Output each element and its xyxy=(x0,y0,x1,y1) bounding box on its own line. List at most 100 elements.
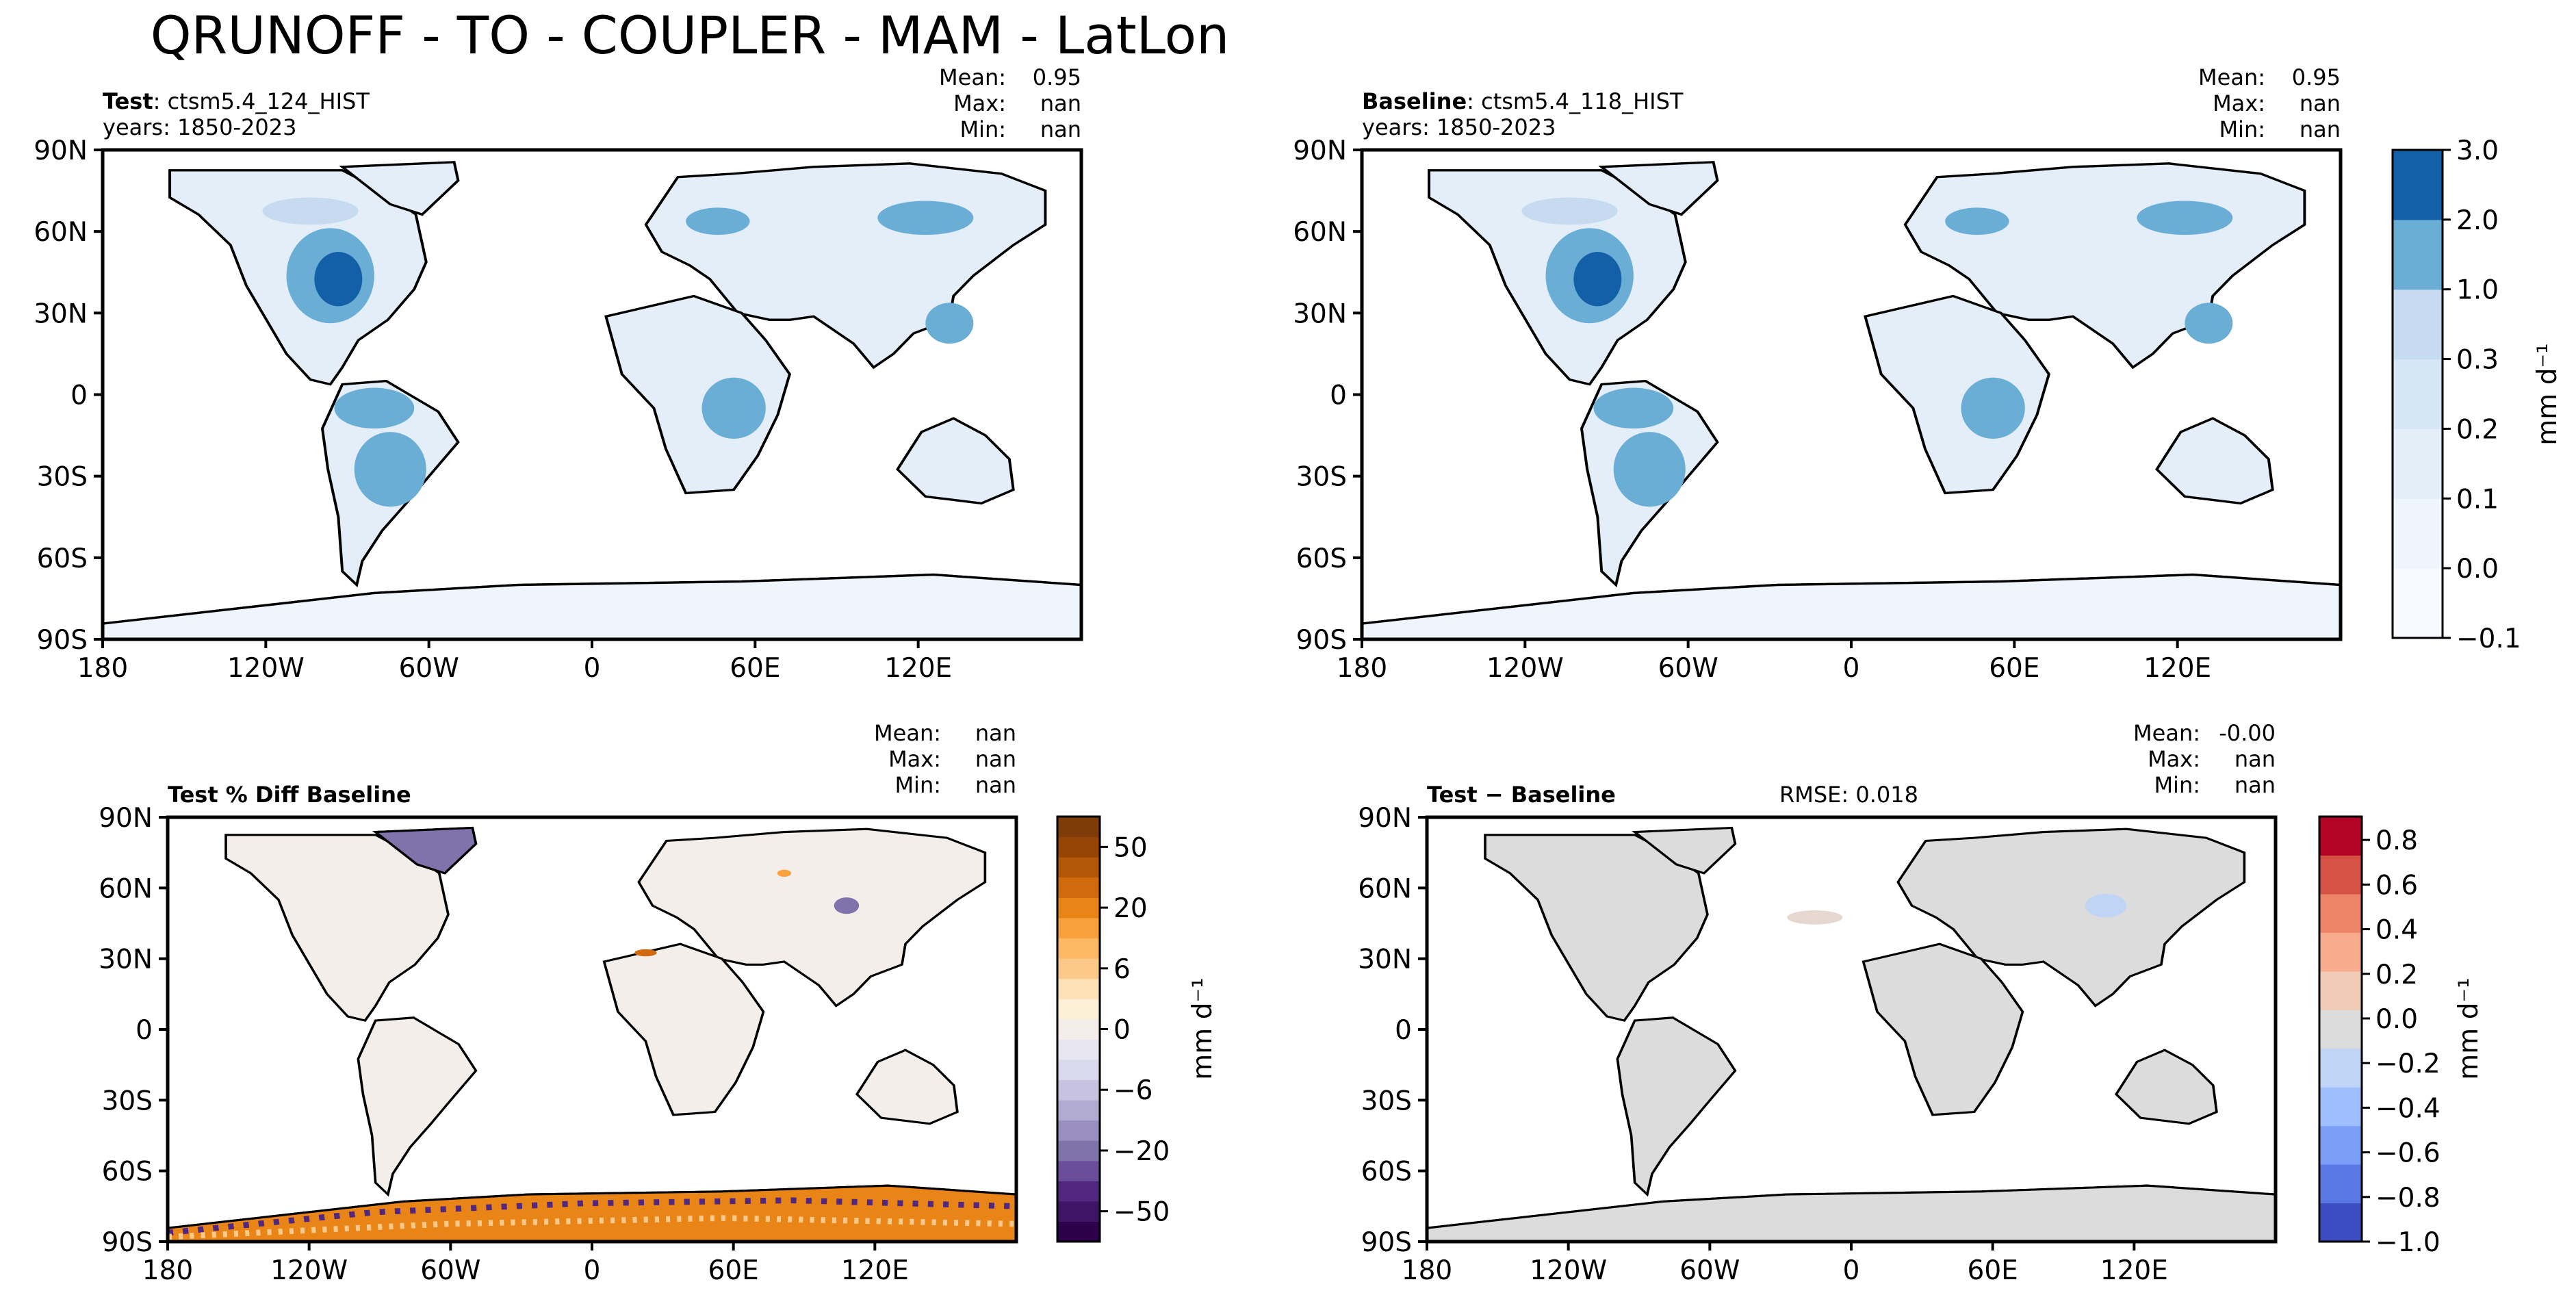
stat-min-label: Min: xyxy=(894,772,941,798)
panel-diff: 180 120W 60W 0 60E 120E 90N 60N 30N 0 30S 60S 90S T… xyxy=(1358,720,2278,1286)
panel-diff-rmse: RMSE: 0.018 xyxy=(1779,782,1918,808)
colorbar-swatch xyxy=(2319,1010,2362,1049)
svg-text:Test: ctsm5.4_124_HIST: Test: ctsm5.4_124_HIST xyxy=(103,88,370,114)
lon-tick-label: 0 xyxy=(584,1255,601,1286)
colorbar-tick-label: 0.3 xyxy=(2456,345,2499,376)
colorbar-swatch xyxy=(1057,1100,1100,1121)
stat-mean-label: Mean: xyxy=(939,64,1006,90)
colorbar-tick-label: 0 xyxy=(1113,1015,1131,1046)
stat-mean-value: 0.95 xyxy=(1033,64,1081,90)
colorbar-tick-label: 0.8 xyxy=(2375,825,2418,856)
colorbar-swatch xyxy=(1057,817,1100,838)
stat-min-value: nan xyxy=(2234,772,2276,798)
lat-tick-label: 60S xyxy=(102,1157,153,1188)
lon-tick-label: 60E xyxy=(708,1255,759,1286)
stat-min-label: Min: xyxy=(959,116,1006,142)
colorbar-tick-label: −6 xyxy=(1113,1075,1153,1106)
panel-pctdiff: 180 120W 60W 0 60E 120E 90N 60N 30N 0 30S 60S 90S T… xyxy=(99,720,1018,1286)
colorbar-swatch xyxy=(2393,498,2443,569)
stat-min-value: nan xyxy=(2300,116,2341,142)
stat-mean-value: 0.95 xyxy=(2292,64,2341,90)
colorbar-tick-label: 20 xyxy=(1113,893,1148,924)
stat-max-value: nan xyxy=(2300,90,2341,116)
colorbar-tick-label: 0.0 xyxy=(2375,1004,2418,1035)
colorbar-swatch xyxy=(2319,817,2362,856)
colorbar-swatch xyxy=(1057,999,1100,1020)
panel-test-name: Test xyxy=(103,88,153,114)
colorbar-tick-label: 0.4 xyxy=(2375,915,2418,946)
colorbar-tick-label: 0.2 xyxy=(2456,414,2499,445)
lon-tick-label: 180 xyxy=(77,653,128,684)
stat-max-value: nan xyxy=(2234,746,2276,772)
lon-tick-label: 120E xyxy=(2143,653,2211,684)
colorbar-frame xyxy=(2318,815,2363,1243)
stat-min-value: nan xyxy=(1040,116,1081,142)
stat-mean-label: Mean: xyxy=(2133,720,2200,746)
colorbar-tick-label: −0.4 xyxy=(2375,1093,2440,1124)
lat-tick-label: 60N xyxy=(34,217,88,248)
lat-tick-label: 60N xyxy=(1358,873,1412,904)
panel-baseline-name: Baseline xyxy=(1362,88,1467,114)
colorbar-tick-label: −50 xyxy=(1113,1197,1170,1228)
colorbar-swatch xyxy=(2319,855,2362,895)
figure-title: QRUNOFF - TO - COUPLER - MAM - LatLon xyxy=(151,5,1230,66)
colorbar-swatch xyxy=(2319,932,2362,972)
stat-min-label: Min: xyxy=(2219,116,2265,142)
lon-tick-label: 180 xyxy=(1402,1255,1452,1286)
stat-max-label: Max: xyxy=(2148,746,2200,772)
lat-tick-label: 90S xyxy=(102,1227,153,1258)
lon-tick-label: 0 xyxy=(1843,653,1860,684)
colorbar-tick-label: 6 xyxy=(1113,954,1131,985)
panel-baseline-case: : ctsm5.4_118_HIST xyxy=(1467,88,1684,114)
colorbar-tick-label: −1.0 xyxy=(2375,1227,2440,1258)
map-field xyxy=(1426,826,2277,1243)
stat-mean-value: nan xyxy=(975,720,1016,746)
colorbar-swatch xyxy=(1057,978,1100,999)
stat-max-value: nan xyxy=(975,746,1016,772)
lon-tick-label: 120E xyxy=(884,653,952,684)
colorbar-swatch xyxy=(1057,1120,1100,1141)
lon-tick-label: 60W xyxy=(420,1255,480,1286)
colorbar-frame xyxy=(2391,149,2444,639)
colorbar-swatch xyxy=(1057,1181,1100,1202)
panel-test: 180 120W 60W 0 60E 120E 90N 60N 30N 0 30S 60S 90S T… xyxy=(34,64,1083,684)
colorbar-swatch xyxy=(2393,219,2443,290)
colorbar-swatch xyxy=(2319,893,2362,933)
lat-tick-label: 30S xyxy=(1361,1086,1412,1116)
panel-pctdiff-name: Test % Diff Baseline xyxy=(168,782,411,808)
colorbar-swatch xyxy=(1057,1221,1100,1242)
stat-min-label: Min: xyxy=(2154,772,2200,798)
lon-tick-label: 0 xyxy=(584,653,601,684)
panel-diff-name: Test − Baseline xyxy=(1427,782,1616,808)
colorbar-swatch xyxy=(1057,1201,1100,1222)
colorbar-tick-label: −0.2 xyxy=(2375,1049,2440,1079)
lat-tick-label: 0 xyxy=(1395,1015,1412,1046)
colorbar-tick-label: −0.1 xyxy=(2456,624,2521,654)
panel-baseline: 180 120W 60W 0 60E 120E 90N 60N 30N 0 30S 60S 90S B… xyxy=(1293,64,2343,684)
colorbar-runoff: 3.0 2.0 1.0 0.3 0.2 0.1 0.0 −0.1 mm d⁻¹ xyxy=(2391,136,2563,654)
lon-tick-label: 120W xyxy=(1486,653,1564,684)
lat-tick-label: 30N xyxy=(1293,298,1347,329)
colorbar-units-label: mm d⁻¹ xyxy=(1187,977,1218,1079)
stat-max-value: nan xyxy=(1040,90,1081,116)
colorbar-swatch xyxy=(1057,877,1100,898)
map-field xyxy=(101,160,1083,641)
lon-tick-label: 60E xyxy=(730,653,780,684)
lat-tick-label: 90S xyxy=(37,625,88,656)
colorbar-swatch xyxy=(1057,857,1100,878)
colorbar-tick-label: 0.6 xyxy=(2375,870,2418,901)
colorbar-swatch xyxy=(2319,1048,2362,1088)
lon-tick-label: 120W xyxy=(227,653,305,684)
colorbar-swatch xyxy=(1057,1039,1100,1060)
lon-tick-label: 120W xyxy=(270,1255,348,1286)
lat-tick-label: 0 xyxy=(136,1015,153,1046)
lat-tick-label: 60N xyxy=(1293,217,1347,248)
map-field xyxy=(1361,160,2342,641)
lon-tick-label: 60W xyxy=(1658,653,1718,684)
colorbar-swatch xyxy=(2319,1164,2362,1204)
colorbar-swatch xyxy=(2393,289,2443,360)
lon-tick-label: 60E xyxy=(1968,1255,2018,1286)
colorbar-swatch xyxy=(2393,568,2443,639)
lon-tick-label: 120E xyxy=(841,1255,909,1286)
